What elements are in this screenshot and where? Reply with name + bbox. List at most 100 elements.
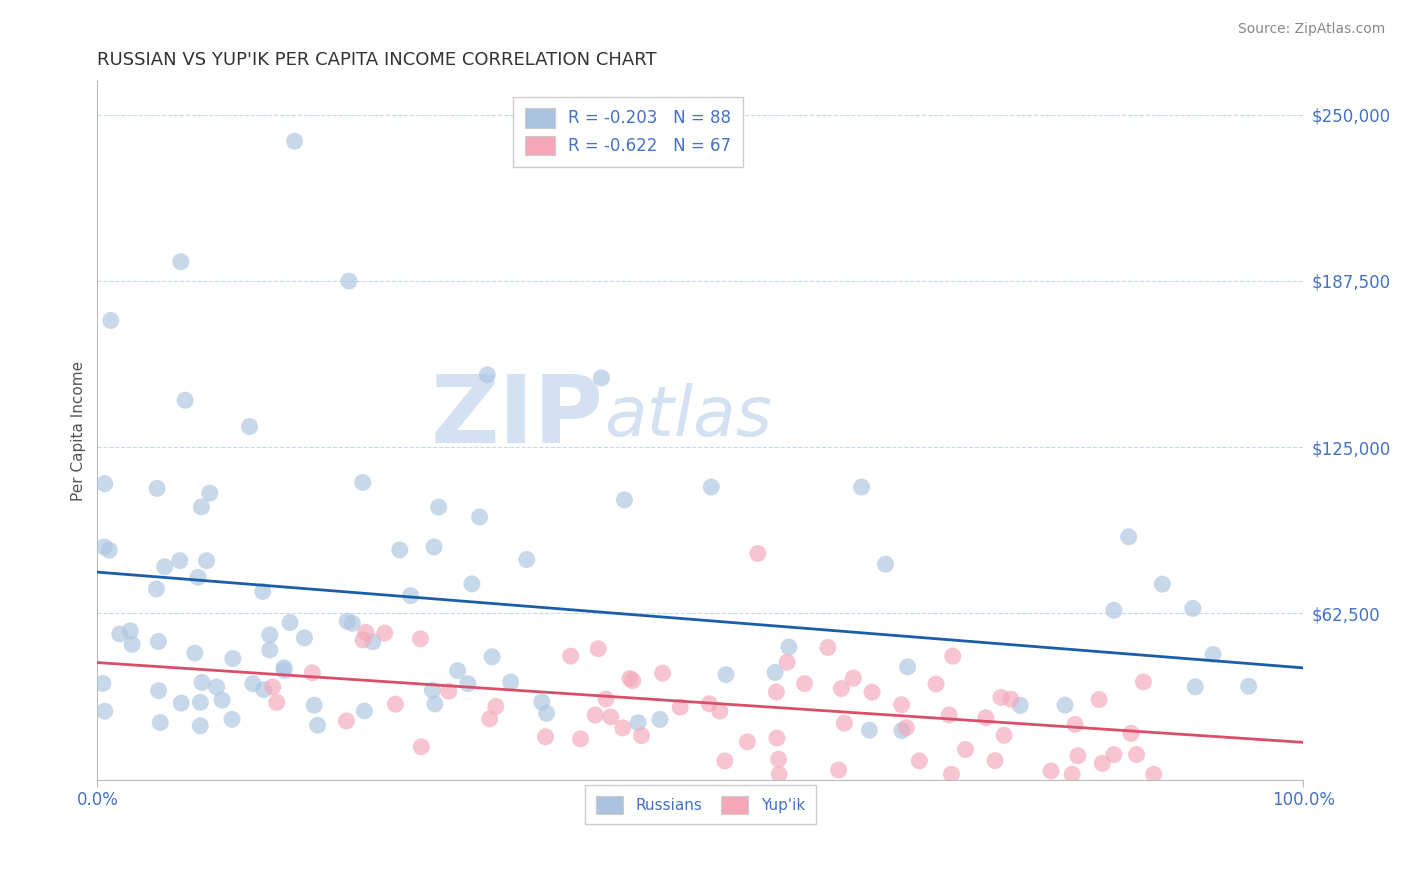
Point xyxy=(352,632,374,647)
Point xyxy=(353,704,375,718)
Point xyxy=(411,739,433,754)
Point xyxy=(536,706,558,721)
Point xyxy=(478,712,501,726)
Point xyxy=(875,558,897,572)
Point xyxy=(1184,680,1206,694)
Point xyxy=(583,708,606,723)
Point xyxy=(530,695,553,709)
Point xyxy=(361,634,384,648)
Point xyxy=(187,570,209,584)
Point xyxy=(1000,692,1022,706)
Point xyxy=(146,482,169,496)
Point xyxy=(342,616,364,631)
Point xyxy=(827,763,849,777)
Text: Source: ZipAtlas.com: Source: ZipAtlas.com xyxy=(1237,22,1385,37)
Point xyxy=(817,640,839,655)
Point xyxy=(1067,748,1090,763)
Point xyxy=(461,577,484,591)
Point xyxy=(148,683,170,698)
Point xyxy=(211,693,233,707)
Point xyxy=(890,698,912,712)
Point xyxy=(262,680,284,694)
Point xyxy=(273,661,295,675)
Point xyxy=(1064,717,1087,731)
Point xyxy=(714,667,737,681)
Point xyxy=(481,649,503,664)
Point xyxy=(925,677,948,691)
Point xyxy=(1152,577,1174,591)
Point xyxy=(1088,692,1111,706)
Point xyxy=(737,735,759,749)
Point xyxy=(1062,767,1084,781)
Point xyxy=(294,631,316,645)
Point xyxy=(1040,764,1063,778)
Point xyxy=(858,723,880,738)
Point xyxy=(763,665,786,680)
Point xyxy=(259,643,281,657)
Point xyxy=(766,731,789,745)
Point xyxy=(374,626,396,640)
Text: ZIP: ZIP xyxy=(432,370,605,463)
Point xyxy=(283,134,305,148)
Point xyxy=(108,627,131,641)
Point xyxy=(941,767,963,781)
Point xyxy=(1091,756,1114,771)
Point xyxy=(942,649,965,664)
Point xyxy=(94,704,117,718)
Point xyxy=(335,714,357,728)
Point xyxy=(908,754,931,768)
Point xyxy=(778,640,800,654)
Point xyxy=(1053,698,1076,712)
Point xyxy=(834,716,856,731)
Point xyxy=(974,711,997,725)
Point xyxy=(174,393,197,408)
Point xyxy=(1237,679,1260,693)
Point xyxy=(485,699,508,714)
Point xyxy=(148,634,170,648)
Point xyxy=(336,615,359,629)
Point xyxy=(188,695,211,709)
Point xyxy=(120,624,142,638)
Point xyxy=(468,510,491,524)
Point xyxy=(170,254,193,268)
Point xyxy=(938,708,960,723)
Point xyxy=(619,672,641,686)
Point xyxy=(253,682,276,697)
Point xyxy=(599,710,621,724)
Point xyxy=(190,500,212,514)
Point xyxy=(560,649,582,664)
Point xyxy=(93,476,115,491)
Point xyxy=(205,680,228,694)
Point xyxy=(890,723,912,738)
Point xyxy=(121,637,143,651)
Point xyxy=(793,676,815,690)
Point xyxy=(984,754,1007,768)
Point xyxy=(170,696,193,710)
Point xyxy=(651,666,673,681)
Point xyxy=(307,718,329,732)
Point xyxy=(768,767,790,781)
Point xyxy=(955,742,977,756)
Point xyxy=(765,685,787,699)
Point xyxy=(384,697,406,711)
Point xyxy=(1181,601,1204,615)
Point xyxy=(993,728,1015,742)
Point xyxy=(830,681,852,696)
Point xyxy=(427,500,450,514)
Point xyxy=(699,697,721,711)
Point xyxy=(222,651,245,665)
Point xyxy=(709,704,731,718)
Point xyxy=(91,676,114,690)
Point xyxy=(252,584,274,599)
Point xyxy=(423,540,446,554)
Point xyxy=(669,700,692,714)
Point xyxy=(896,721,918,735)
Point xyxy=(591,371,613,385)
Point xyxy=(242,676,264,690)
Y-axis label: Per Capita Income: Per Capita Income xyxy=(72,360,86,500)
Point xyxy=(1119,726,1142,740)
Point xyxy=(238,419,260,434)
Point xyxy=(516,552,538,566)
Point xyxy=(352,475,374,490)
Point xyxy=(221,712,243,726)
